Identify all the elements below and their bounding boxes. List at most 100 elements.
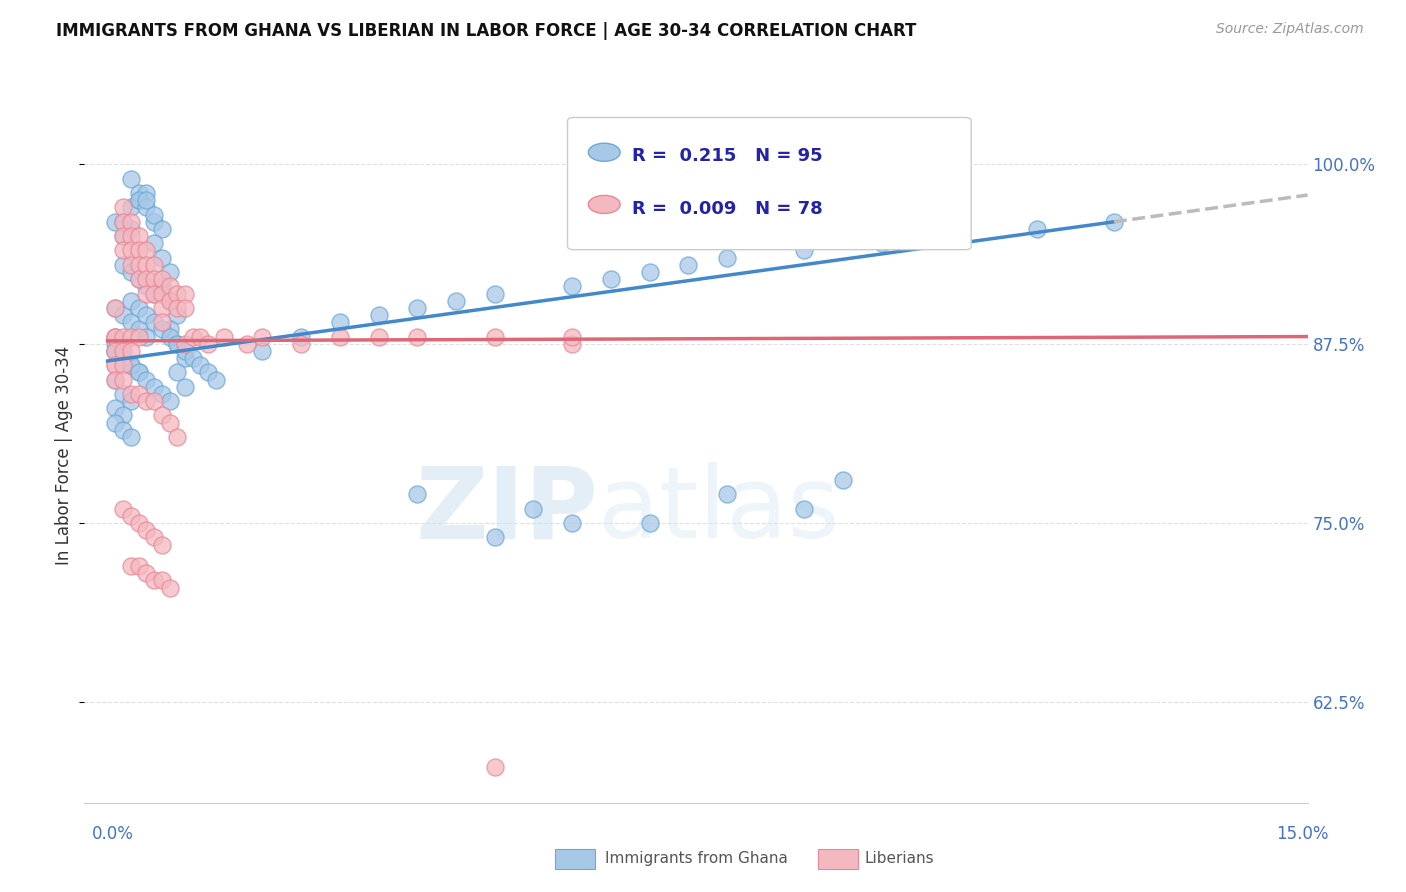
Point <box>150 272 173 286</box>
Point <box>143 315 166 329</box>
Point <box>135 286 157 301</box>
Point <box>166 308 188 322</box>
Point <box>159 293 181 308</box>
Point <box>444 293 467 308</box>
Circle shape <box>588 144 620 161</box>
Point <box>143 236 166 251</box>
Point <box>128 229 150 244</box>
Point <box>120 171 142 186</box>
Point <box>128 301 150 315</box>
Point <box>104 343 127 358</box>
Point <box>112 229 135 244</box>
Point <box>112 229 135 244</box>
Point <box>135 194 157 208</box>
Point <box>367 308 389 322</box>
Point <box>522 501 544 516</box>
Point <box>120 358 142 372</box>
Point <box>120 430 142 444</box>
Point <box>120 258 142 272</box>
Y-axis label: In Labor Force | Age 30-34: In Labor Force | Age 30-34 <box>55 345 73 565</box>
Point <box>104 358 127 372</box>
Point <box>716 487 738 501</box>
Circle shape <box>588 195 620 213</box>
Point <box>793 501 815 516</box>
Point <box>638 265 661 279</box>
Point <box>174 351 197 365</box>
Point <box>128 194 150 208</box>
Point <box>135 566 157 581</box>
Point <box>159 322 181 336</box>
Point <box>174 343 197 358</box>
Point <box>112 329 135 343</box>
Point <box>181 329 204 343</box>
Point <box>143 208 166 222</box>
Point <box>135 258 157 272</box>
Point <box>128 387 150 401</box>
Point <box>120 229 142 244</box>
Point <box>120 329 142 343</box>
Text: 15.0%: 15.0% <box>1277 825 1329 843</box>
Point <box>367 329 389 343</box>
Point <box>205 373 228 387</box>
Point <box>406 487 429 501</box>
Point <box>104 329 127 343</box>
Point <box>128 194 150 208</box>
Point <box>159 265 181 279</box>
Point <box>120 315 142 329</box>
Point <box>112 358 135 372</box>
Point <box>128 272 150 286</box>
Point <box>112 387 135 401</box>
Text: atlas: atlas <box>598 462 839 559</box>
Point <box>135 329 157 343</box>
Point <box>150 251 173 265</box>
Point <box>166 286 188 301</box>
Text: Immigrants from Ghana: Immigrants from Ghana <box>605 851 787 865</box>
Point <box>104 416 127 430</box>
Point <box>128 329 150 343</box>
Point <box>561 329 583 343</box>
Point <box>135 373 157 387</box>
Point <box>104 343 127 358</box>
Point <box>638 516 661 530</box>
Point <box>181 351 204 365</box>
Point <box>104 336 127 351</box>
Point <box>104 329 127 343</box>
Point <box>120 222 142 236</box>
Point <box>252 329 274 343</box>
Point <box>112 244 135 258</box>
Point <box>143 394 166 409</box>
Point <box>143 215 166 229</box>
Text: Source: ZipAtlas.com: Source: ZipAtlas.com <box>1216 22 1364 37</box>
Point <box>112 258 135 272</box>
Point <box>166 430 188 444</box>
Point <box>329 329 352 343</box>
Point <box>150 301 173 315</box>
Point <box>948 229 970 244</box>
Point <box>484 329 506 343</box>
Point <box>128 366 150 380</box>
Point <box>112 215 135 229</box>
Point <box>135 272 157 286</box>
Point <box>716 251 738 265</box>
Point <box>561 336 583 351</box>
Point <box>104 373 127 387</box>
Point <box>484 286 506 301</box>
Point <box>120 244 142 258</box>
Point <box>128 516 150 530</box>
Point <box>561 516 583 530</box>
Point <box>150 574 173 588</box>
Point <box>143 380 166 394</box>
Point <box>128 559 150 574</box>
Point <box>290 336 312 351</box>
Point <box>159 329 181 343</box>
Point <box>212 329 235 343</box>
Point <box>150 387 173 401</box>
Point <box>166 301 188 315</box>
Point <box>174 380 197 394</box>
Point <box>150 409 173 423</box>
Point <box>112 343 135 358</box>
Point <box>159 279 181 293</box>
Point <box>290 329 312 343</box>
Text: ZIP: ZIP <box>415 462 598 559</box>
Point <box>112 501 135 516</box>
